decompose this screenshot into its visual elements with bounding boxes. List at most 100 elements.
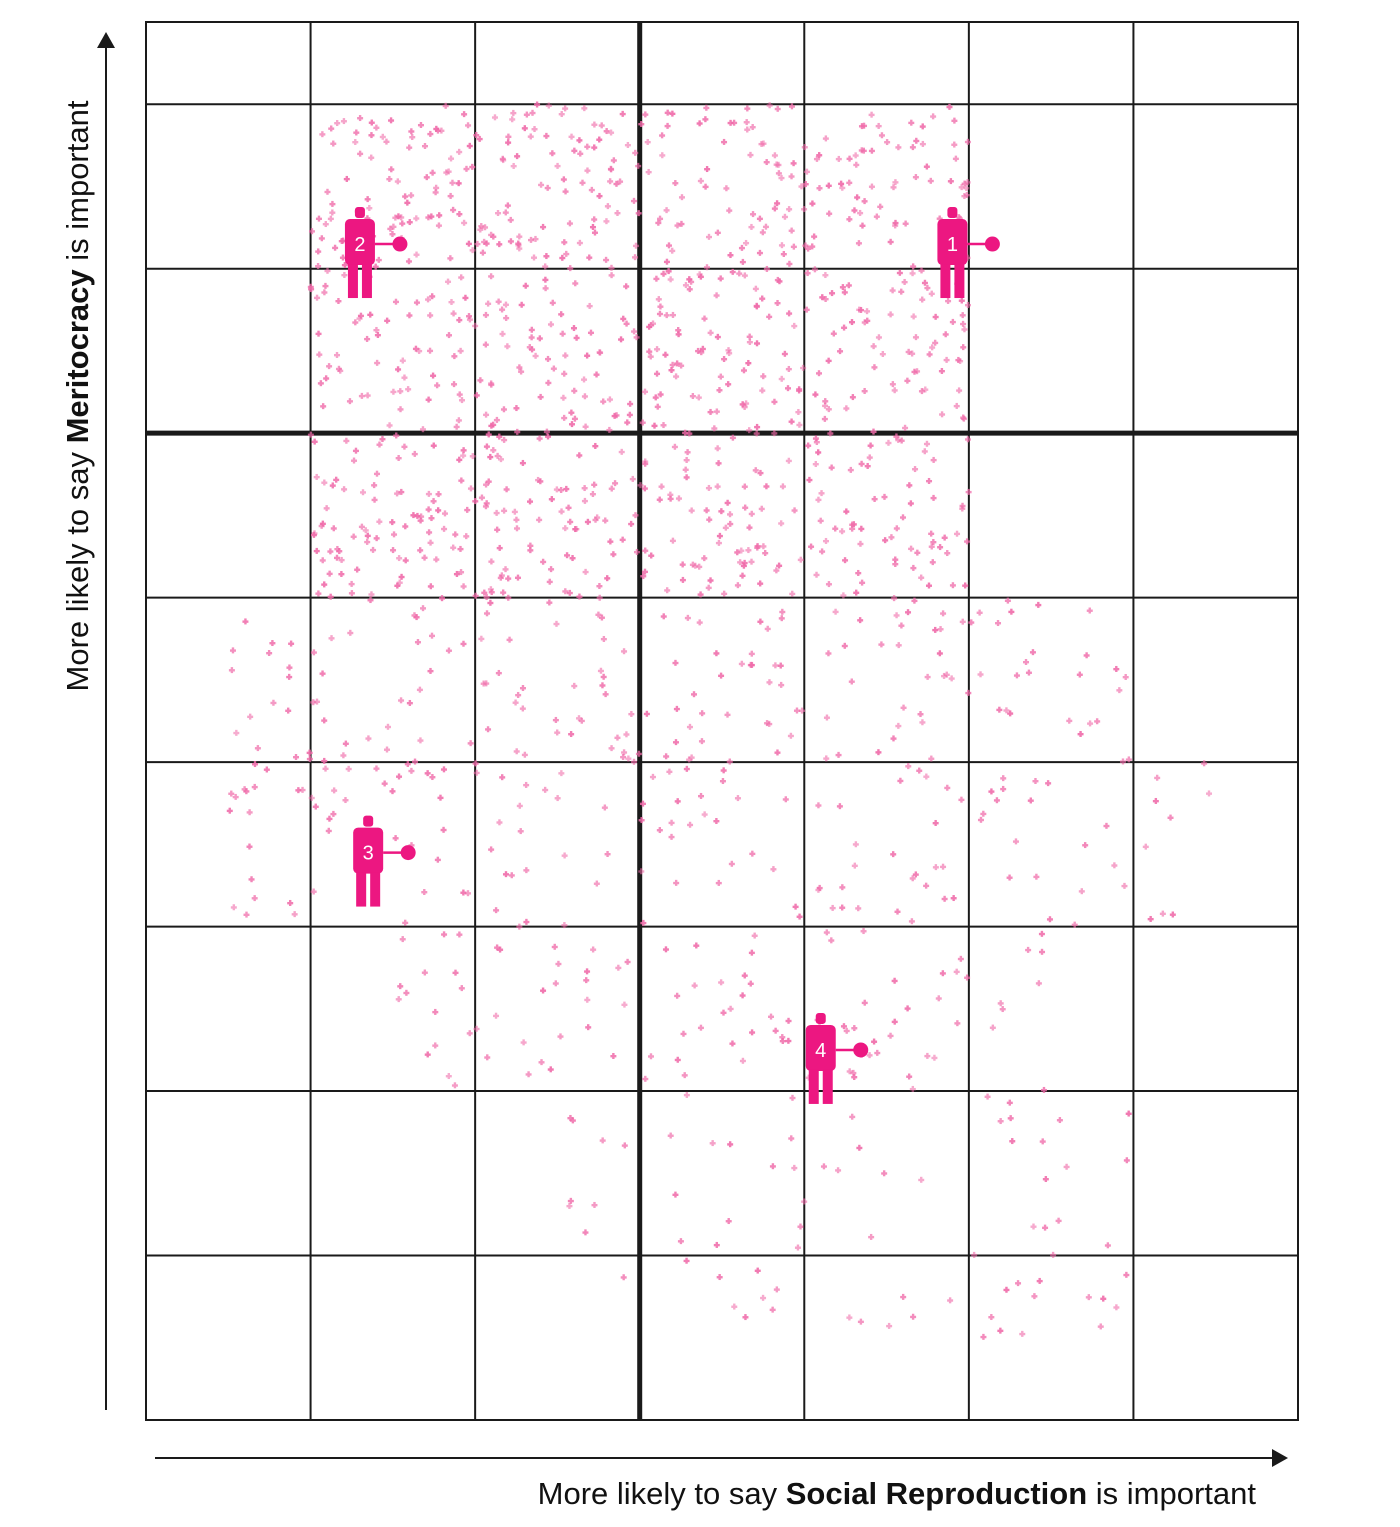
- data-point: [393, 432, 400, 439]
- data-point: [390, 388, 397, 395]
- data-point: [527, 498, 534, 505]
- data-point: [519, 459, 526, 466]
- data-point: [516, 923, 523, 930]
- data-point: [691, 982, 698, 989]
- data-point: [960, 415, 967, 422]
- data-point: [567, 265, 574, 272]
- data-point: [703, 104, 710, 111]
- data-point: [464, 506, 471, 513]
- data-point: [890, 851, 897, 858]
- data-point: [918, 574, 925, 581]
- data-point: [608, 129, 615, 136]
- data-point: [494, 526, 501, 533]
- data-point: [936, 215, 943, 222]
- data-point: [939, 970, 946, 977]
- data-point: [479, 249, 486, 256]
- data-point: [608, 272, 615, 279]
- data-point: [848, 319, 855, 326]
- data-point: [465, 122, 472, 129]
- data-point: [672, 739, 679, 746]
- data-point: [466, 1030, 473, 1037]
- data-point: [757, 469, 764, 476]
- data-point: [954, 530, 961, 537]
- data-point: [545, 102, 552, 109]
- data-point: [718, 979, 725, 986]
- data-point: [746, 427, 753, 434]
- data-point: [367, 597, 374, 604]
- data-point: [456, 210, 463, 217]
- data-point: [851, 1025, 858, 1032]
- data-point: [886, 1322, 893, 1329]
- data-point: [968, 619, 975, 626]
- data-point: [956, 215, 963, 222]
- data-point: [864, 308, 871, 315]
- data-point: [593, 371, 600, 378]
- data-point: [615, 964, 622, 971]
- data-point: [608, 745, 615, 752]
- figure-leg: [356, 872, 367, 907]
- data-point: [547, 321, 554, 328]
- data-point: [673, 705, 680, 712]
- data-point: [737, 559, 744, 566]
- data-point: [713, 1241, 720, 1248]
- data-point: [698, 792, 705, 799]
- data-point: [619, 110, 626, 117]
- data-point: [747, 151, 754, 158]
- data-point: [689, 561, 696, 568]
- data-point: [898, 437, 905, 444]
- data-point: [388, 166, 395, 173]
- data-point: [413, 614, 420, 621]
- data-point: [949, 318, 956, 325]
- data-point: [308, 228, 315, 235]
- data-point: [521, 751, 528, 758]
- data-point: [483, 443, 490, 450]
- data-point: [330, 810, 337, 817]
- data-point: [930, 456, 937, 463]
- data-point: [724, 711, 731, 718]
- data-point: [537, 393, 544, 400]
- data-point: [763, 265, 770, 272]
- data-point: [584, 968, 591, 975]
- data-point: [790, 243, 797, 250]
- data-point: [739, 572, 746, 579]
- data-point: [887, 1032, 894, 1039]
- data-point: [371, 496, 378, 503]
- data-point: [229, 647, 236, 654]
- data-point: [502, 566, 509, 573]
- data-point: [593, 880, 600, 887]
- data-point: [560, 176, 567, 183]
- data-point: [744, 105, 751, 112]
- data-point: [405, 258, 412, 265]
- data-point: [598, 122, 605, 129]
- data-point: [924, 673, 931, 680]
- data-point: [495, 210, 502, 217]
- data-point: [641, 568, 648, 575]
- data-point: [882, 537, 889, 544]
- data-point: [647, 321, 654, 328]
- data-point: [366, 204, 373, 211]
- data-point: [364, 215, 371, 222]
- figure-leg: [940, 264, 951, 299]
- data-point: [825, 406, 832, 413]
- data-point: [995, 620, 1002, 627]
- data-point: [912, 174, 919, 181]
- data-point: [342, 740, 349, 747]
- data-point: [947, 178, 954, 185]
- data-point: [372, 263, 379, 270]
- data-point: [484, 1054, 491, 1061]
- data-point: [757, 618, 764, 625]
- data-point: [1113, 1304, 1120, 1311]
- data-point: [606, 396, 613, 403]
- data-point: [503, 314, 510, 321]
- data-point: [1006, 1099, 1013, 1106]
- data-point: [421, 142, 428, 149]
- data-point: [773, 1286, 780, 1293]
- data-point: [847, 466, 854, 473]
- data-point: [963, 191, 970, 198]
- data-point: [729, 1040, 736, 1047]
- data-point: [656, 310, 663, 317]
- data-point: [964, 254, 971, 261]
- data-point: [348, 580, 355, 587]
- data-point: [775, 170, 782, 177]
- data-point: [635, 210, 642, 217]
